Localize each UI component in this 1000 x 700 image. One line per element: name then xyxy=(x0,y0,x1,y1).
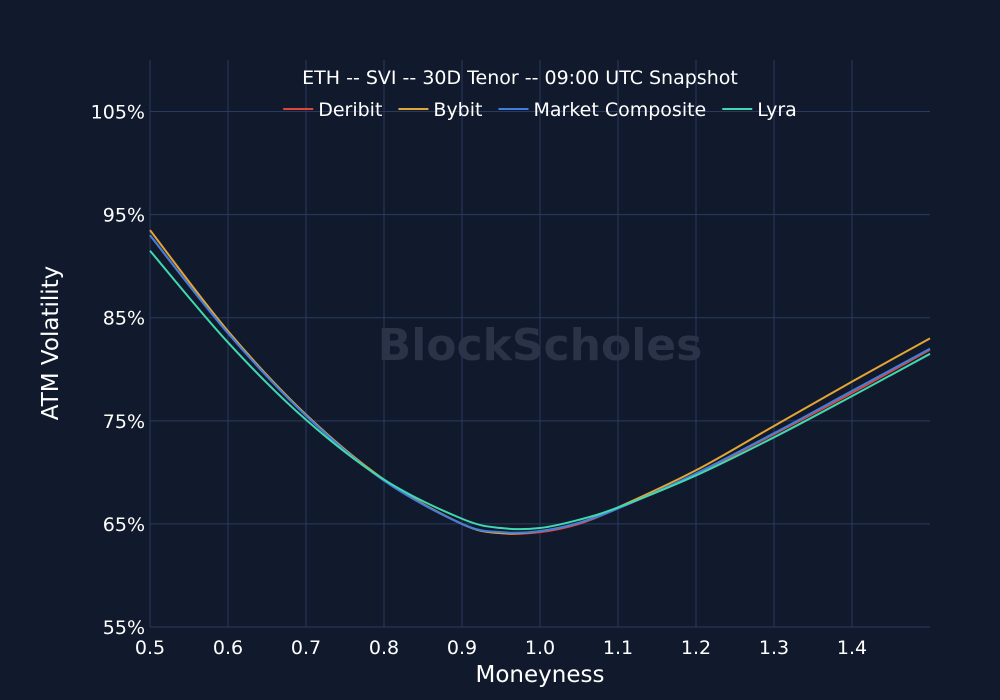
series-line-market-composite xyxy=(149,234,931,534)
chart-title: ETH -- SVI -- 30D Tenor -- 09:00 UTC Sna… xyxy=(302,67,738,89)
y-tick-label: 95% xyxy=(103,205,145,227)
x-tick-label: 1.2 xyxy=(681,637,711,659)
x-tick-label: 1.4 xyxy=(837,637,867,659)
legend-label[interactable]: Bybit xyxy=(433,99,482,121)
y-tick-label: 55% xyxy=(103,617,145,639)
legend-label[interactable]: Deribit xyxy=(318,99,382,121)
x-tick-label: 0.9 xyxy=(447,637,477,659)
tick-labels: 0.5 0.6 0.7 0.8 0.9 1.0 1.1 1.2 1.3 1.4 55% 65% 75% 8… xyxy=(91,102,867,659)
y-axis-title: ATM Volatility xyxy=(38,266,64,420)
y-tick-label: 75% xyxy=(103,411,145,433)
series-line-lyra xyxy=(149,250,931,531)
legend: Deribit Bybit Market Composite Lyra xyxy=(283,99,797,121)
y-tick-label: 105% xyxy=(91,102,145,124)
x-tick-label: 1.1 xyxy=(603,637,633,659)
x-axis-title: Moneyness xyxy=(476,662,605,688)
x-tick-label: 1.0 xyxy=(525,637,555,659)
y-tick-label: 65% xyxy=(103,514,145,536)
legend-label[interactable]: Market Composite xyxy=(533,99,706,121)
x-tick-label: 0.6 xyxy=(213,637,243,659)
x-tick-label: 0.7 xyxy=(291,637,321,659)
x-tick-label: 0.8 xyxy=(369,637,399,659)
legend-label[interactable]: Lyra xyxy=(757,99,797,121)
series-layer xyxy=(149,229,931,535)
y-tick-label: 85% xyxy=(103,308,145,330)
x-tick-label: 1.3 xyxy=(759,637,789,659)
x-tick-label: 0.5 xyxy=(135,637,165,659)
watermark: BlockScholes xyxy=(378,320,703,371)
